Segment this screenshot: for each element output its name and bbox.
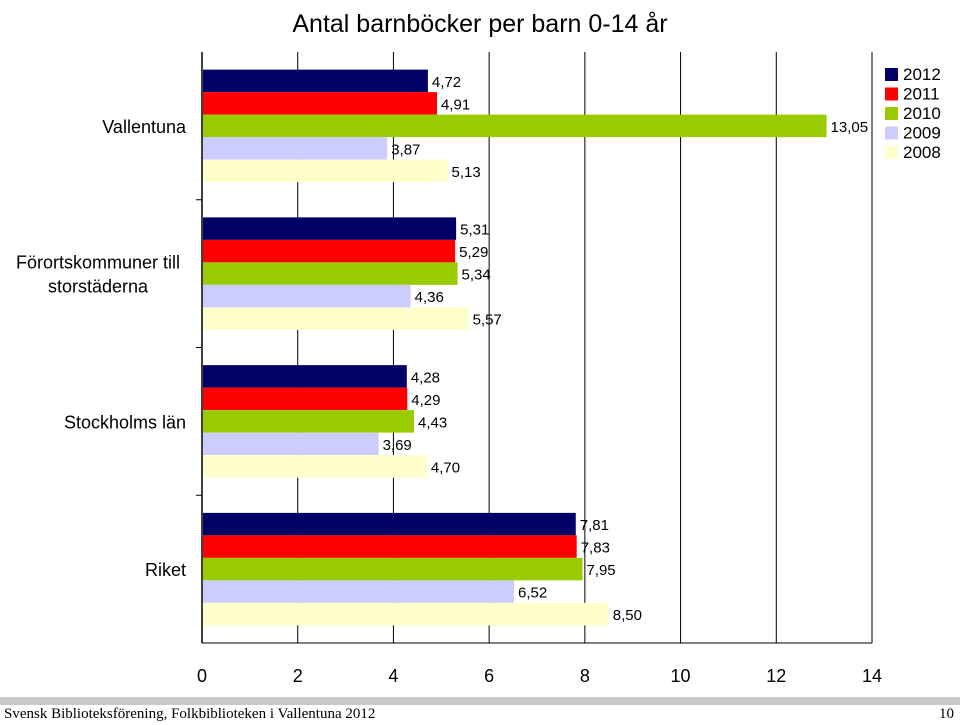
legend-label: 2008 (903, 143, 941, 162)
data-label: 7,81 (580, 517, 609, 534)
category-label: Vallentuna (102, 117, 187, 137)
legend-label: 2011 (903, 85, 940, 104)
data-label: 7,95 (586, 562, 615, 579)
bar (203, 557, 583, 581)
category-label: Förortskommuner till storstäderna (16, 253, 180, 297)
bar-chart: 0 2 4 6 8 10 12 14 Vallentuna 4,72 4,91 13,05 3,87 5,… (16, 52, 941, 686)
bar (203, 512, 576, 536)
bar (203, 307, 469, 330)
bar (203, 137, 388, 160)
bar (203, 284, 411, 308)
data-label: 3,69 (383, 437, 412, 454)
bar (203, 365, 407, 388)
x-tick-label: 2 (293, 666, 303, 686)
x-tick-label: 12 (766, 666, 786, 686)
bar (203, 410, 415, 433)
category-label: Riket (145, 560, 186, 580)
bar (203, 602, 609, 626)
chart-title: Antal barnböcker per barn 0-14 år (292, 10, 668, 38)
legend-label: 2010 (903, 104, 941, 123)
x-tick-label: 0 (197, 666, 207, 686)
data-label: 5,13 (452, 164, 481, 181)
data-label: 4,28 (411, 369, 440, 386)
bar (203, 159, 448, 183)
x-tick-label: 8 (580, 666, 590, 686)
legend-swatch (885, 107, 898, 120)
data-label: 5,34 (462, 267, 491, 284)
bar (203, 387, 408, 411)
footer-source: Svensk Biblioteksförening, Folkbibliotek… (4, 706, 376, 722)
bar (203, 239, 456, 263)
data-label: 4,29 (411, 392, 440, 409)
data-label: 4,70 (431, 459, 460, 476)
data-label: 4,36 (415, 289, 444, 306)
data-label: 6,52 (518, 585, 547, 602)
bar (203, 114, 827, 138)
legend-swatch (885, 68, 898, 81)
category-label: Stockholms län (64, 412, 186, 432)
data-label: 8,50 (613, 607, 642, 624)
legend-label: 2012 (903, 65, 941, 84)
bar (203, 535, 577, 558)
footer-divider (0, 697, 960, 705)
x-tick-label: 6 (484, 666, 494, 686)
bar (203, 92, 437, 115)
data-label: 5,29 (459, 244, 488, 261)
bar (203, 580, 515, 603)
data-label: 3,87 (391, 141, 420, 158)
page-number: 10 (939, 706, 954, 722)
x-tick-label: 10 (671, 666, 691, 686)
bar (203, 217, 457, 240)
data-label: 7,83 (581, 540, 610, 557)
bar (203, 262, 458, 285)
data-label: 4,72 (432, 74, 461, 91)
x-tick-label: 14 (862, 666, 882, 686)
x-tick-label: 4 (388, 666, 398, 686)
data-label: 4,43 (418, 414, 447, 431)
bar (203, 69, 428, 93)
data-label: 5,57 (473, 312, 502, 329)
data-label: 4,91 (441, 96, 470, 113)
data-label: 13,05 (831, 119, 869, 136)
legend-swatch (885, 146, 898, 159)
legend-label: 2009 (903, 124, 941, 143)
legend-swatch (885, 87, 898, 101)
bar (203, 455, 427, 478)
legend-swatch (885, 126, 898, 140)
data-label: 5,31 (460, 222, 489, 239)
bar (203, 432, 379, 456)
